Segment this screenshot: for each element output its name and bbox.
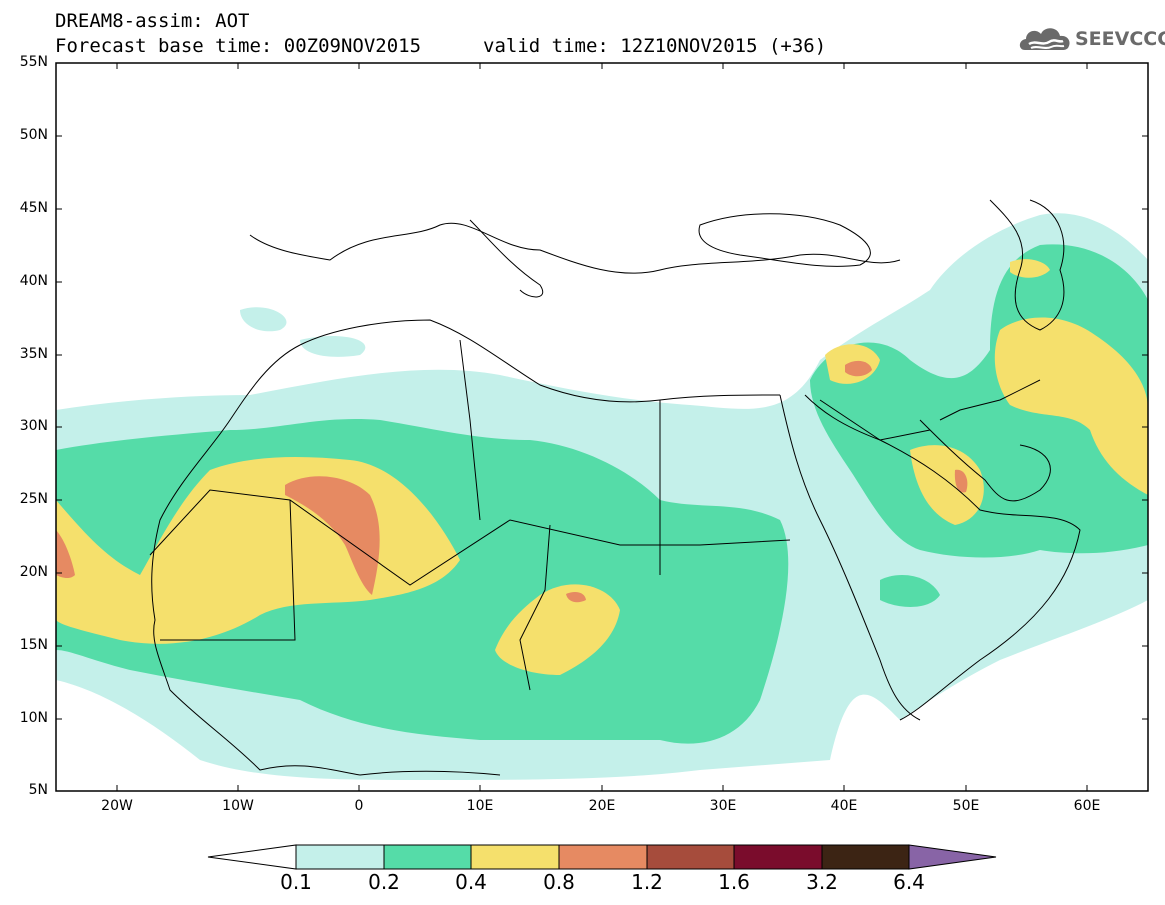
- lon-label-40e: 40E: [830, 798, 858, 814]
- colorbar-label-3-2: 3.2: [806, 870, 838, 894]
- lon-label-20e: 20E: [588, 798, 616, 814]
- lat-label-30n: 30N: [19, 418, 48, 434]
- colorbar-label-0-2: 0.2: [368, 870, 400, 894]
- colorbar-swatch-5: [646, 844, 735, 870]
- colorbar-arrow-low: [207, 844, 297, 870]
- lat-label-55n: 55N: [19, 54, 48, 70]
- colorbar-label-0-1: 0.1: [280, 870, 312, 894]
- colorbar-label-1-6: 1.6: [718, 870, 750, 894]
- aot-contour-0-8-iraq: [845, 360, 872, 377]
- coast-black-sea: [698, 213, 871, 267]
- map-title: DREAM8-assim: AOT: [55, 10, 250, 32]
- border-chad: [519, 524, 551, 691]
- coastlines: [149, 199, 1081, 776]
- border-sahel: [149, 489, 700, 586]
- lat-label-15n: 15N: [19, 637, 48, 653]
- lon-label-10e: 10E: [466, 798, 494, 814]
- coast-gulf-of-guinea: [359, 770, 501, 776]
- colorbar-swatch-1: [295, 844, 385, 870]
- aot-field: [56, 213, 1148, 780]
- colorbar-arrow-high: [908, 844, 997, 870]
- coast-red-sea: [779, 394, 921, 721]
- forecast-base-time: Forecast base time: 00Z09NOV2015: [55, 35, 422, 57]
- aot-contour-0-2-horn: [880, 575, 940, 607]
- lon-label-60e: 60E: [1073, 798, 1101, 814]
- lat-label-20n: 20N: [19, 564, 48, 580]
- colorbar-swatch-7: [821, 844, 910, 870]
- cloud-icon: [1019, 28, 1070, 50]
- colorbar-swatch-2: [383, 844, 472, 870]
- lon-label-50e: 50E: [952, 798, 980, 814]
- colorbar-swatch-4: [558, 844, 648, 870]
- lat-label-25n: 25N: [19, 491, 48, 507]
- colorbar-swatch-6: [733, 844, 823, 870]
- colorbar: [207, 844, 997, 870]
- lat-label-35n: 35N: [19, 346, 48, 362]
- coast-caspian: [989, 199, 1065, 331]
- logo-text: SEEVCCC: [1075, 28, 1165, 50]
- colorbar-label-6-4: 6.4: [893, 870, 925, 894]
- border-mali: [160, 499, 296, 641]
- colorbar-label-1-2: 1.2: [631, 870, 663, 894]
- lat-label-40n: 40N: [19, 273, 48, 289]
- aot-contour-0-4-chad: [495, 584, 620, 675]
- aot-contour-0-8: [285, 476, 380, 595]
- valid-time: valid time: 12Z10NOV2015 (+36): [483, 35, 827, 57]
- lat-label-10n: 10N: [19, 710, 48, 726]
- map-frame: [55, 62, 1149, 792]
- colorbar-label-0-4: 0.4: [455, 870, 487, 894]
- aot-contour-0-8-gulf: [954, 469, 968, 493]
- lat-label-50n: 50N: [19, 127, 48, 143]
- border-algeria-libya: [459, 339, 481, 521]
- colorbar-label-0-8: 0.8: [543, 870, 575, 894]
- colorbar-swatch-3: [470, 844, 560, 870]
- aot-contour-0-4-gulf: [910, 445, 984, 525]
- lat-label-45n: 45N: [19, 200, 48, 216]
- lon-label-30e: 30E: [709, 798, 737, 814]
- lon-label-10w: 10W: [222, 798, 254, 814]
- coast-europe-south: [249, 222, 901, 274]
- seevccc-logo: SEEVCCC: [1017, 22, 1165, 58]
- lat-label-5n: 5N: [28, 782, 48, 798]
- ticks: [56, 62, 1148, 791]
- aot-contour-0-8-chad: [566, 592, 586, 603]
- lon-label-0: 0: [354, 798, 364, 814]
- coast-africa-west: [151, 344, 361, 776]
- lon-label-20w: 20W: [101, 798, 133, 814]
- coast-italy: [469, 219, 543, 298]
- border-iran: [939, 379, 1041, 421]
- aot-contour-0-4-caspian: [1010, 259, 1050, 278]
- aot-contour-0-1-north: [240, 307, 366, 357]
- border-sudan: [660, 539, 791, 546]
- aot-contour-0-8-coast: [56, 530, 75, 579]
- border-saudi: [819, 399, 931, 441]
- aot-contour-0-4-east: [994, 317, 1148, 495]
- coast-persian-gulf: [919, 419, 1051, 502]
- coast-africa-north: [299, 319, 781, 403]
